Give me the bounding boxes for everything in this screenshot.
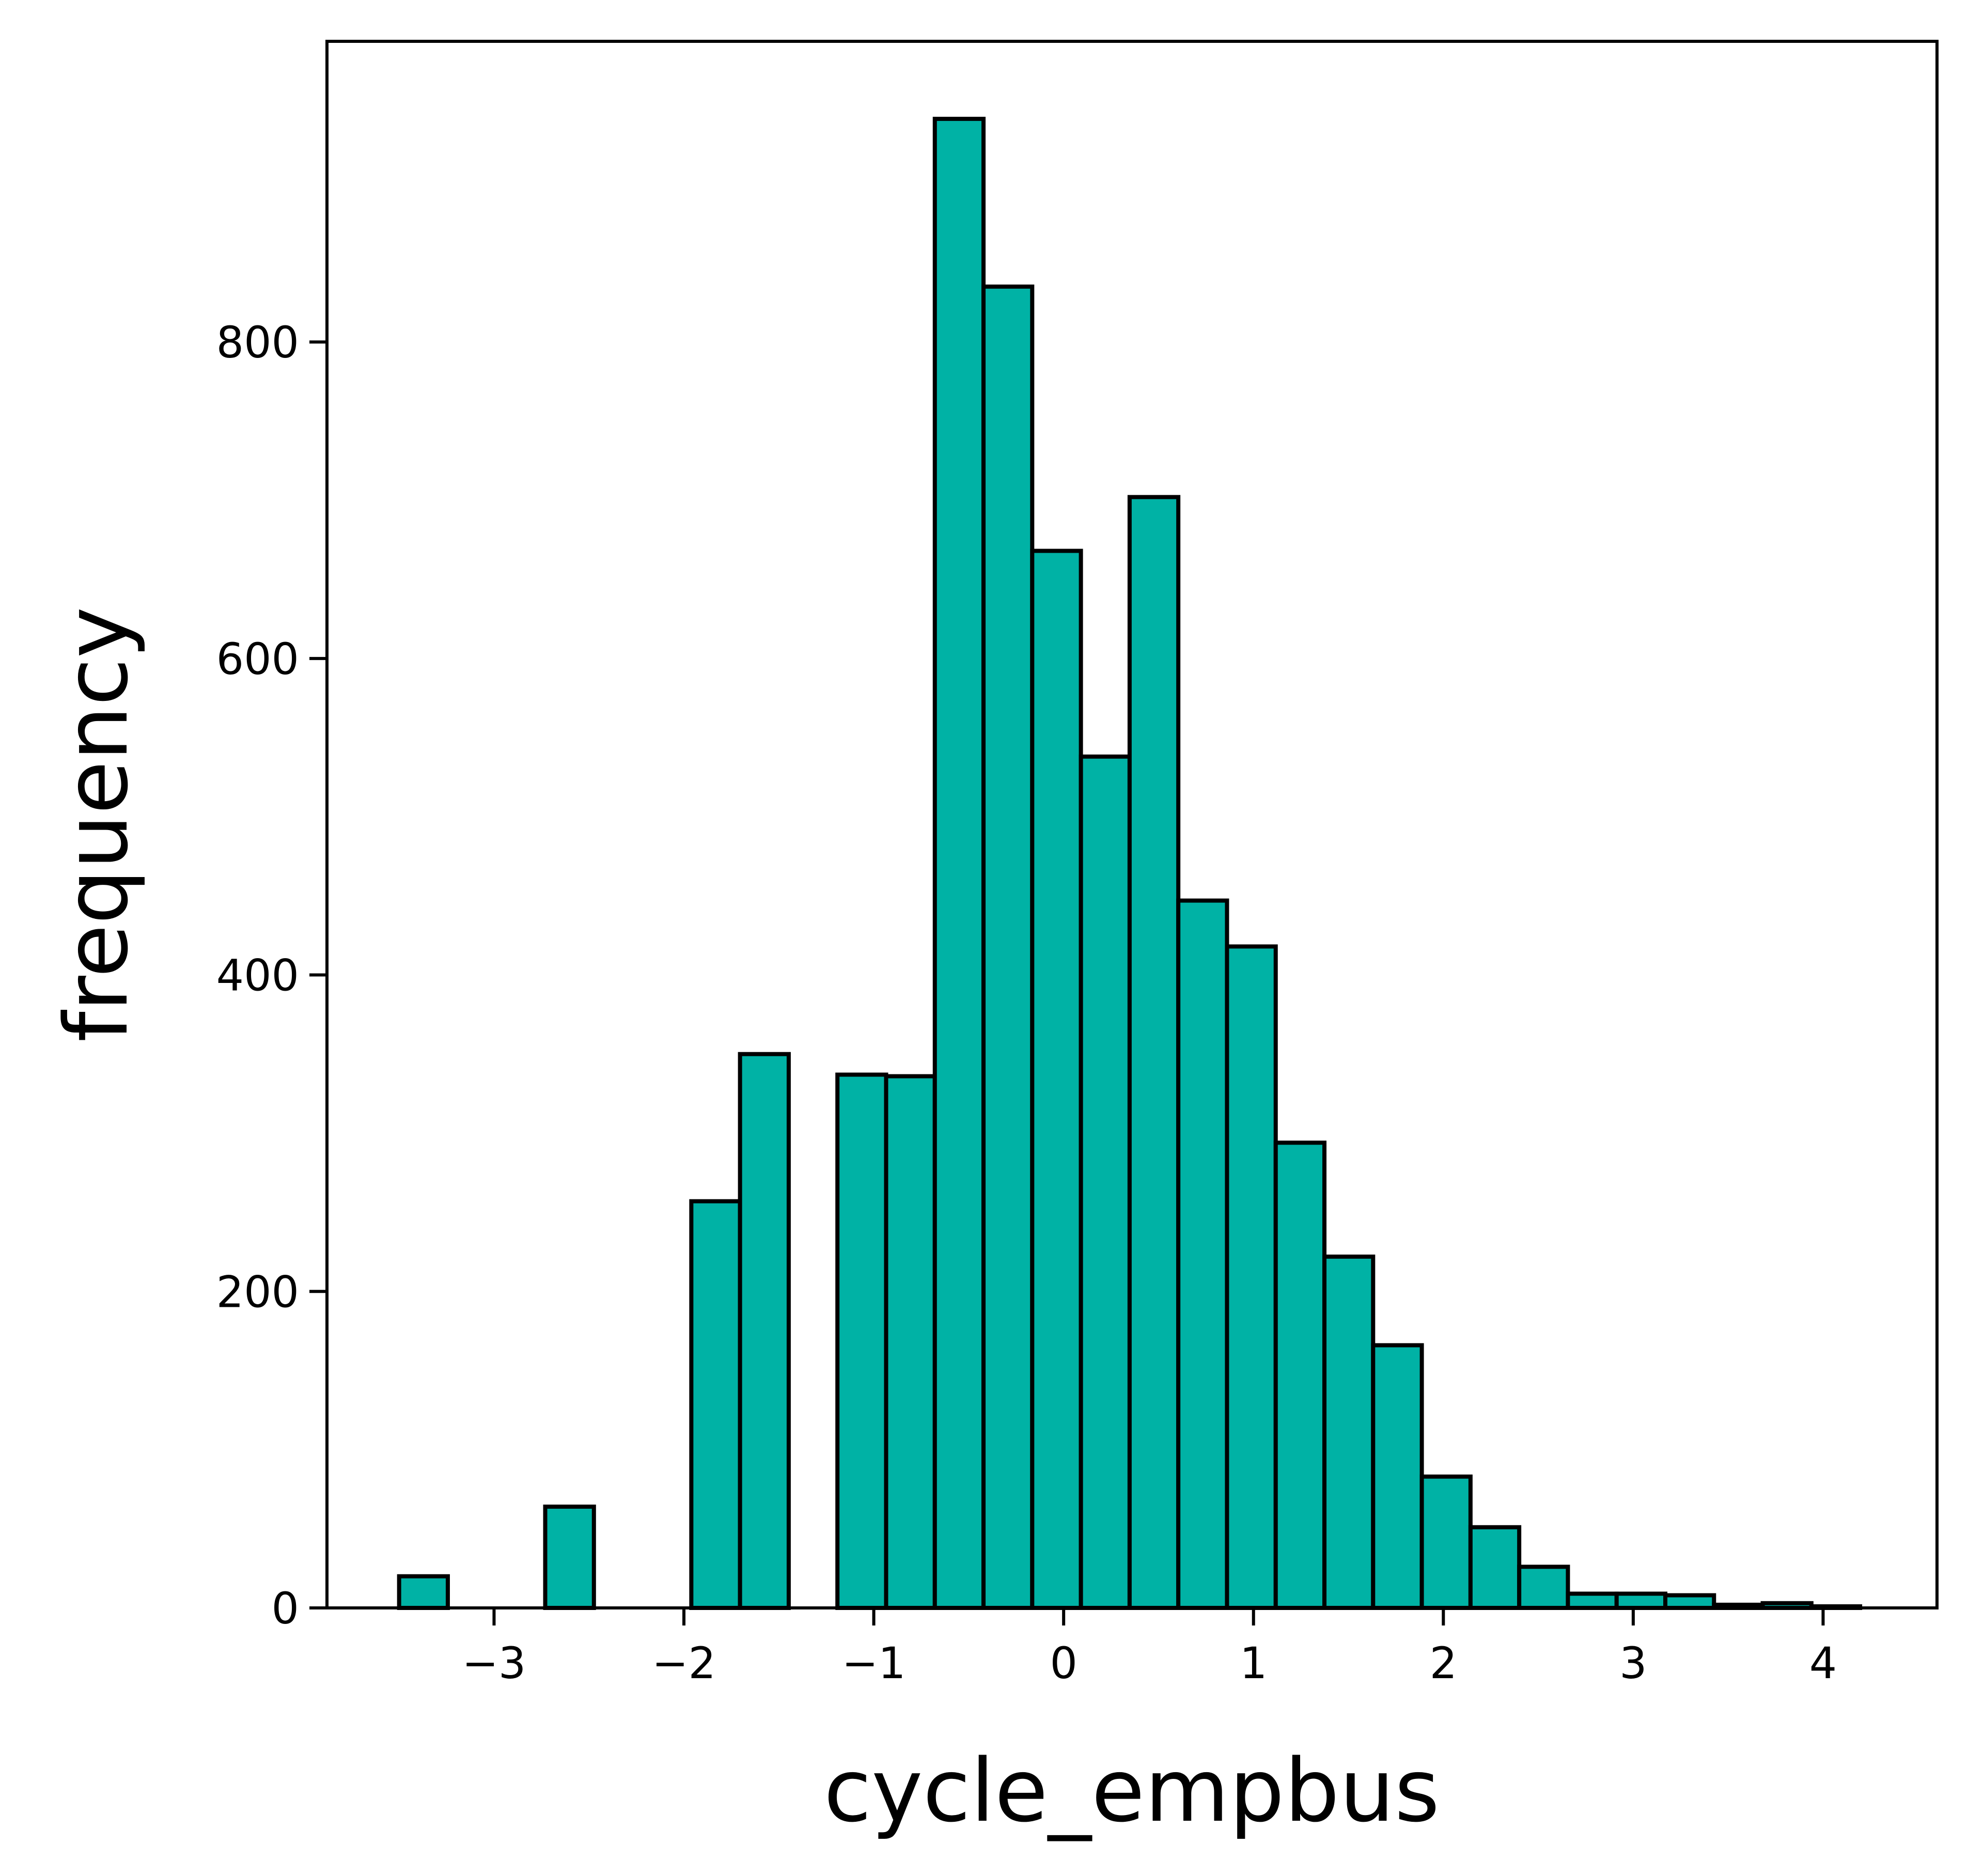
x-axis-title: cycle_empbus xyxy=(824,1740,1440,1841)
x-tick-label: 1 xyxy=(1240,1638,1267,1689)
histogram-bars xyxy=(397,117,1863,1611)
histogram-bar xyxy=(1273,1140,1327,1611)
histogram-bar xyxy=(397,1574,450,1611)
histogram-bar xyxy=(932,117,986,1611)
x-tick-label: 3 xyxy=(1619,1638,1647,1689)
histogram-bar xyxy=(1176,898,1229,1610)
histogram-bar xyxy=(1322,1254,1376,1611)
x-axis-ticks: −3 −2 −1 0 1 2 3 4 xyxy=(462,1608,1837,1689)
histogram-bar xyxy=(1517,1565,1570,1611)
histogram-bar xyxy=(1079,754,1132,1610)
histogram-bar xyxy=(1225,944,1278,1610)
histogram-bar xyxy=(738,1052,791,1610)
histogram-bar xyxy=(1468,1525,1522,1611)
y-axis-ticks: 0 200 400 600 800 xyxy=(216,317,327,1634)
x-tick-label: 0 xyxy=(1050,1638,1077,1689)
x-tick-label: −1 xyxy=(842,1638,906,1689)
histogram-bar xyxy=(1419,1474,1473,1611)
histogram-bar xyxy=(1030,549,1083,1610)
plot-frame xyxy=(325,40,1939,1609)
y-tick-label: 600 xyxy=(216,634,299,684)
histogram-bar xyxy=(835,1072,888,1610)
x-tick-label: 4 xyxy=(1809,1638,1837,1689)
x-tick-label: −3 xyxy=(462,1638,526,1689)
histogram-bar xyxy=(884,1074,937,1610)
histogram-bar xyxy=(1127,495,1181,1610)
x-tick-label: −2 xyxy=(652,1638,716,1689)
histogram-bar xyxy=(981,284,1035,1611)
histogram-bar xyxy=(1371,1343,1424,1610)
y-tick-label: 0 xyxy=(272,1583,299,1634)
x-tick-label: 2 xyxy=(1430,1638,1457,1689)
y-tick-label: 200 xyxy=(216,1267,299,1317)
histogram-bar xyxy=(1663,1593,1716,1611)
histogram-bar xyxy=(1566,1591,1619,1610)
y-tick-label: 400 xyxy=(216,950,299,1001)
histogram-bar xyxy=(1614,1591,1668,1610)
histogram-bar xyxy=(689,1199,742,1611)
y-axis-title: frequency xyxy=(46,607,147,1042)
y-tick-label: 800 xyxy=(216,317,299,368)
histogram-bar xyxy=(543,1504,596,1610)
